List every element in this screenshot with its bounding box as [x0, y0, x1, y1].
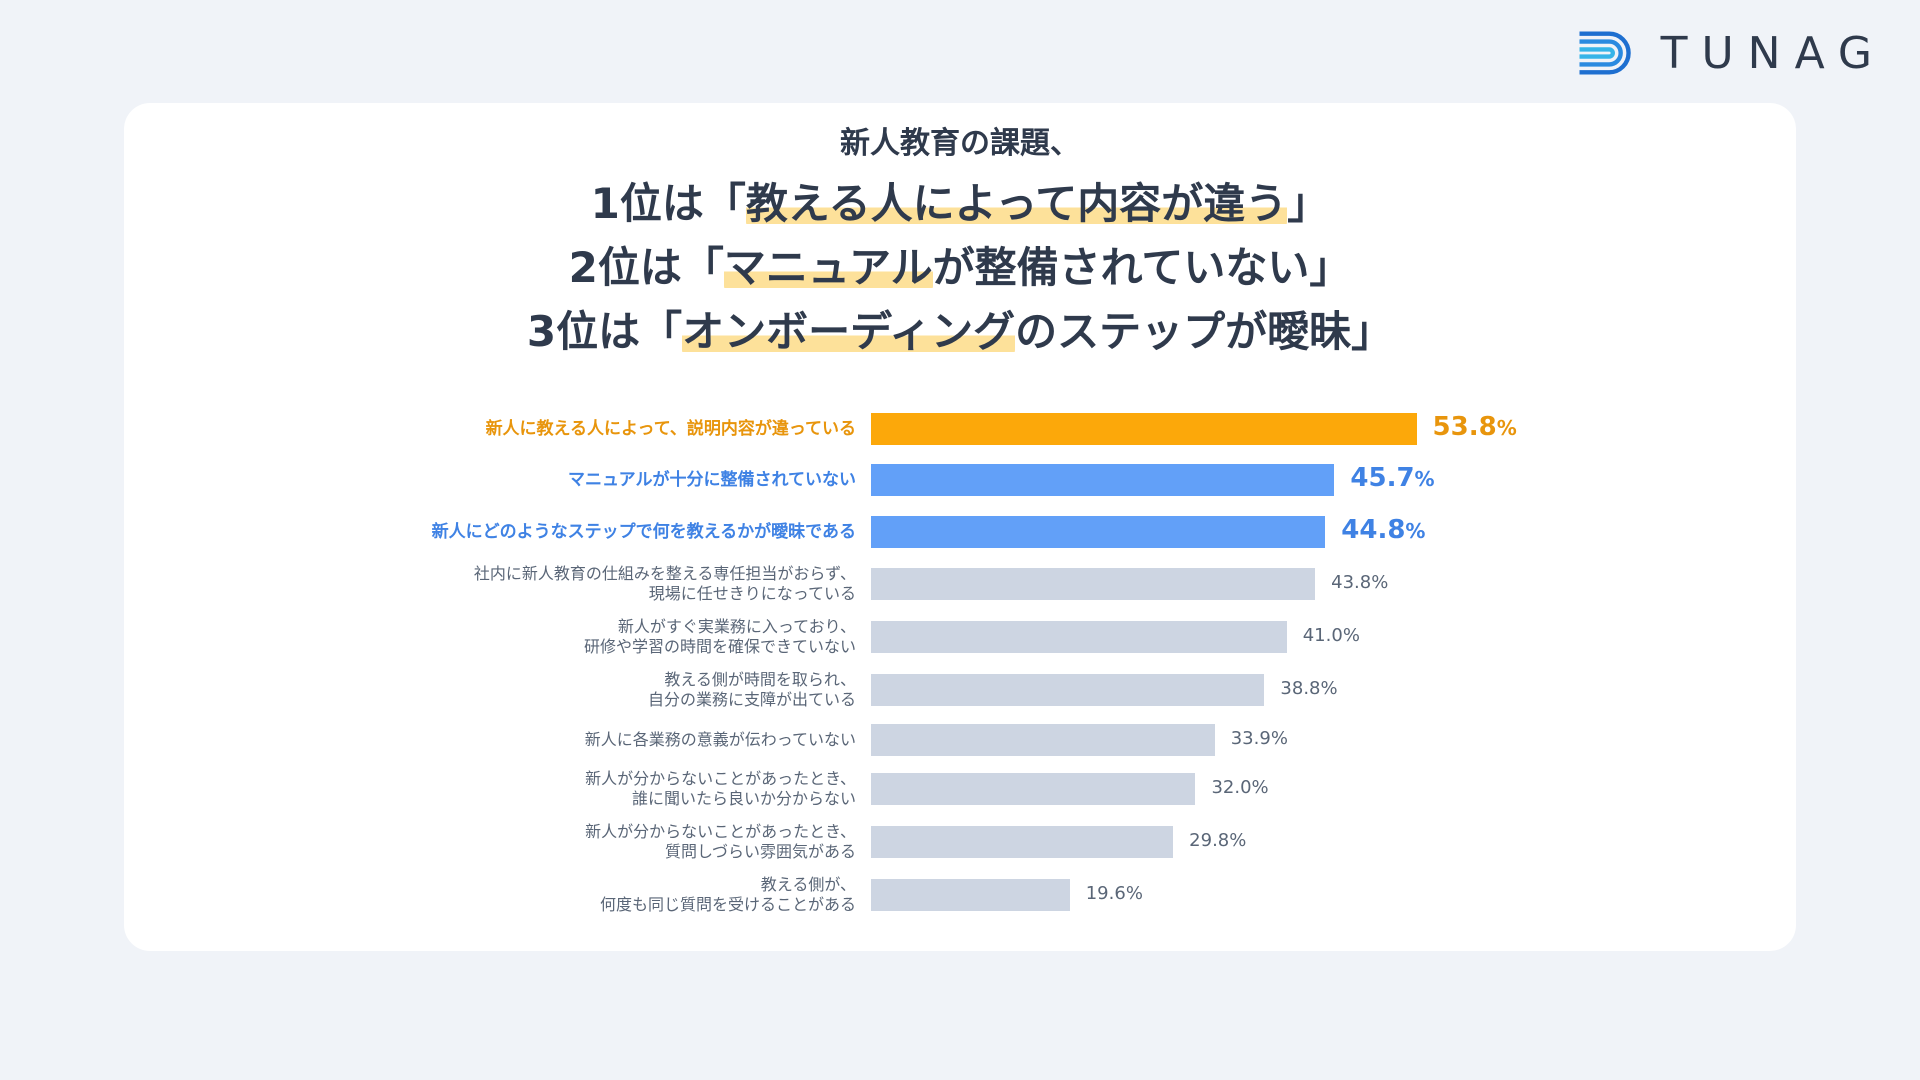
- value-number: 44.8: [1341, 515, 1406, 545]
- tunag-logo-icon: [1579, 31, 1631, 75]
- value-percent-sign: %: [1405, 519, 1426, 543]
- headline-rank-1-suffix: 」: [1287, 179, 1330, 228]
- value-label: 19.6%: [1085, 883, 1143, 904]
- bar: [871, 773, 1196, 805]
- category-label-line: 研修や学習の時間を確保できていない: [583, 637, 856, 656]
- category-label: 新人が分からないことがあったとき、 誰に聞いたら良いか分からない: [585, 769, 856, 809]
- category-label: マニュアルが十分に整備されていない: [568, 470, 856, 490]
- value-number: 45.7: [1350, 463, 1415, 493]
- category-label: 新人が分からないことがあったとき、 質問しづらい雰囲気がある: [585, 822, 856, 862]
- bar: [871, 568, 1316, 600]
- value-label: 53.8%: [1433, 412, 1517, 442]
- value-percent-sign: %: [1414, 467, 1435, 491]
- headline-rank-3: 3位は「オンボーディングのステップが曖昧」: [0, 298, 1920, 359]
- headline-rank-3-prefix: 3位は「: [526, 307, 683, 356]
- bar: [871, 826, 1174, 858]
- value-label: 44.8%: [1341, 515, 1425, 545]
- value-label: 43.8%: [1331, 572, 1389, 593]
- bar: [871, 516, 1326, 548]
- category-label: 新人にどのようなステップで何を教えるかが曖昧である: [432, 522, 856, 542]
- category-label-line: 教える側が、: [760, 875, 856, 894]
- bar: [871, 621, 1287, 653]
- value-percent-sign: %: [1496, 416, 1517, 440]
- category-label: 新人に各業務の意義が伝わっていない: [585, 730, 856, 750]
- category-label-line: 質問しづらい雰囲気がある: [664, 842, 856, 861]
- headline-rank-2: 2位は「マニュアルが整備されていない」: [0, 234, 1920, 295]
- category-label-line: 教える側が時間を取られ、: [664, 670, 856, 689]
- category-label-line: 新人にどのようなステップで何を教えるかが曖昧である: [431, 522, 856, 542]
- category-label-line: 新人に各業務の意義が伝わっていない: [584, 730, 856, 749]
- category-label-line: 自分の業務に支障が出ている: [647, 690, 856, 709]
- bar: [871, 413, 1417, 445]
- headline-rank-2-suffix: が整備されていない」: [932, 243, 1352, 292]
- category-label-line: 新人が分からないことがあったとき、: [585, 822, 856, 841]
- category-label: 教える側が時間を取られ、 自分の業務に支障が出ている: [648, 670, 856, 710]
- category-label-line: 誰に聞いたら良いか分からない: [631, 789, 856, 808]
- headline-subtitle: 新人教育の課題、: [840, 126, 1080, 161]
- value-label: 38.8%: [1280, 678, 1338, 699]
- headline-rank-3-highlight: オンボーディング: [682, 307, 1016, 356]
- category-label: 教える側が、 何度も同じ質問を受けることがある: [600, 875, 856, 915]
- category-label: 新人に教える人によって、説明内容が違っている: [486, 419, 856, 439]
- category-label: 社内に新人教育の仕組みを整える専任担当がおらず、 現場に任せきりになっている: [474, 564, 856, 604]
- category-label-line: 現場に任せきりになっている: [648, 584, 856, 603]
- headline-rank-3-suffix: のステップが曖昧」: [1015, 307, 1394, 356]
- bar: [871, 674, 1265, 706]
- category-label: 新人がすぐ実業務に入っており、 研修や学習の時間を確保できていない: [584, 617, 856, 657]
- value-label: 33.9%: [1230, 728, 1288, 749]
- brand-name: TUNAG: [1660, 27, 1886, 79]
- headline-rank-1: 1位は「教える人によって内容が違う」: [0, 170, 1920, 231]
- headline-rank-1-highlight: 教える人によって内容が違う: [745, 179, 1288, 228]
- headline-rank-2-prefix: 2位は「: [568, 243, 724, 292]
- value-number: 53.8: [1432, 412, 1497, 442]
- category-label-line: マニュアルが十分に整備されていない: [568, 470, 856, 490]
- headline-rank-1-prefix: 1位は「: [590, 179, 746, 228]
- value-label: 32.0%: [1211, 777, 1269, 798]
- category-label-line: 新人が分からないことがあったとき、: [585, 769, 856, 788]
- value-label: 41.0%: [1302, 625, 1360, 646]
- category-label-line: 社内に新人教育の仕組みを整える専任担当がおらず、: [473, 564, 856, 583]
- brand-logo: TUNAG: [1576, 24, 1886, 82]
- bar: [871, 724, 1215, 756]
- value-label: 29.8%: [1189, 830, 1247, 851]
- category-label-line: 新人に教える人によって、説明内容が違っている: [485, 419, 856, 439]
- category-label-line: 何度も同じ質問を受けることがある: [599, 895, 856, 914]
- headline-rank-2-highlight: マニュアル: [723, 243, 933, 292]
- category-label-line: 新人がすぐ実業務に入っており、: [617, 617, 856, 636]
- bar: [871, 464, 1335, 496]
- bar: [871, 879, 1070, 911]
- value-label: 45.7%: [1350, 463, 1434, 493]
